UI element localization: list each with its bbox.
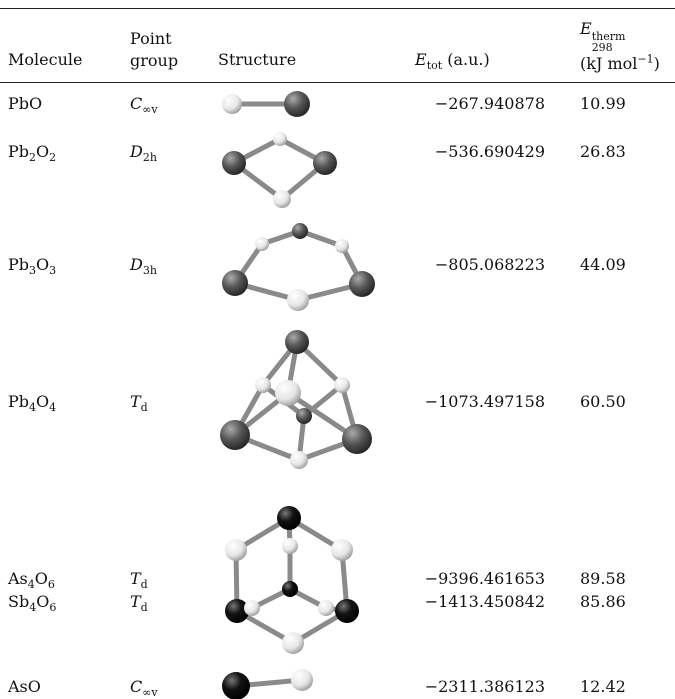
subscript: tot (426, 59, 443, 73)
subscript: 4 (27, 578, 35, 592)
formula-part: O (36, 255, 50, 274)
header-e-tot: Etot (a.u.) (415, 50, 490, 73)
subscript: ∞v (142, 103, 158, 117)
symbol: T (130, 392, 141, 411)
subscript: 6 (49, 601, 57, 615)
structure-pb4o4 (220, 330, 372, 469)
point-group: D2h (130, 142, 157, 165)
e-therm: 26.83 (580, 142, 626, 161)
e-tot: −9396.461653 (424, 569, 545, 588)
formula-part: Pb (8, 255, 30, 274)
symbol: E (580, 19, 592, 38)
formula-part: Pb (8, 392, 30, 411)
subscript: ∞v (142, 686, 158, 699)
e-tot: −536.690429 (434, 142, 545, 161)
structure-aso (222, 669, 313, 699)
subscript: 2 (29, 151, 37, 165)
structure-as4o6 (225, 506, 359, 654)
structure-pb2o2 (222, 132, 337, 208)
e-therm: 44.09 (580, 255, 626, 274)
point-group: Td (130, 392, 148, 415)
formula-part: O (34, 569, 48, 588)
formula-part: Pb (8, 142, 30, 161)
molecule: Pb3O3 (8, 255, 57, 278)
e-therm: 12.42 (580, 677, 626, 696)
formula-part: O (36, 392, 50, 411)
point-group: C∞v (130, 94, 158, 117)
unit: (a.u.) (447, 50, 490, 69)
subscript: 2h (142, 151, 157, 165)
e-therm: 89.58 (580, 569, 626, 588)
symbol: E (415, 50, 427, 69)
e-tot: −1073.497158 (424, 392, 545, 411)
formula-part: O (36, 592, 50, 611)
point-group: C∞v (130, 677, 158, 699)
subscript: 6 (47, 578, 55, 592)
e-therm: 85.86 (580, 592, 626, 611)
formula-part: As (8, 569, 28, 588)
point-group: D3h (130, 255, 157, 278)
symbol: D (130, 255, 143, 274)
e-tot: −1413.450842 (424, 592, 545, 611)
formula-part: Sb (8, 592, 30, 611)
header-point-group: Point group (130, 29, 179, 70)
symbol: C (130, 94, 143, 113)
molecule: Sb4O6 (8, 592, 57, 615)
structure-pb3o3 (222, 223, 375, 311)
header-rule (0, 82, 675, 83)
e-tot: −805.068223 (434, 255, 545, 274)
molecule: Pb2O2 (8, 142, 57, 165)
subscript: d (140, 401, 148, 415)
subscript: 2 (49, 151, 57, 165)
molecule: Pb4O4 (8, 392, 57, 415)
e-tot: −267.940878 (434, 94, 545, 113)
point-group: Td (130, 592, 148, 615)
header-structure: Structure (218, 50, 297, 69)
molecule: PbO (8, 94, 42, 114)
structure-pbo (222, 91, 310, 117)
subscript: 3h (142, 264, 157, 278)
top-rule (0, 8, 675, 9)
unit: ) (653, 54, 660, 73)
molecule: AsO (8, 677, 41, 697)
subscript: 3 (29, 264, 37, 278)
formula-part: AsO (8, 677, 41, 696)
e-therm: 10.99 (580, 94, 626, 113)
symbol: T (130, 592, 141, 611)
subscript: 4 (49, 401, 57, 415)
subscript: 4 (29, 601, 37, 615)
header-molecule: Molecule (8, 50, 83, 69)
molecule: As4O6 (8, 569, 55, 592)
unit: (kJ mol (580, 54, 638, 73)
e-therm: 60.50 (580, 392, 626, 411)
symbol: C (130, 677, 143, 696)
unit-exponent: −1 (637, 52, 654, 66)
subscript: d (140, 578, 148, 592)
formula-part: PbO (8, 94, 43, 113)
subscript: 4 (29, 401, 37, 415)
subscript: 3 (49, 264, 57, 278)
symbol: T (130, 569, 141, 588)
subscript: 298 (591, 41, 613, 54)
point-group: Td (130, 569, 148, 592)
e-tot: −2311.386123 (424, 677, 545, 696)
superscript: therm (591, 30, 626, 43)
symbol: D (130, 142, 143, 161)
subscript: d (140, 601, 148, 615)
formula-part: O (36, 142, 50, 161)
